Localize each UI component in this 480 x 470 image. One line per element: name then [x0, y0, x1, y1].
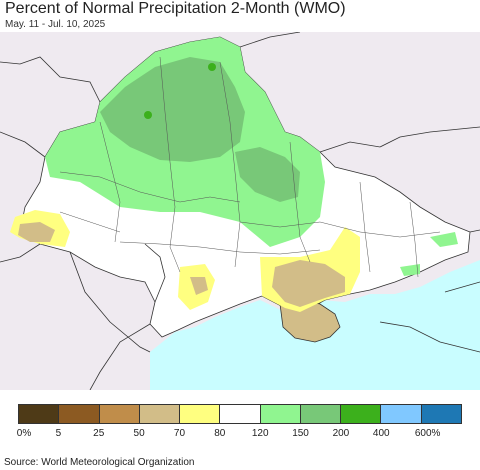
legend-swatch — [99, 405, 140, 423]
legend-swatch — [19, 405, 60, 423]
precipitation-map — [0, 32, 480, 390]
green-spot-2 — [144, 111, 152, 119]
green-spot-1 — [208, 63, 216, 71]
oblast-borders — [59, 56, 441, 278]
tan-area-southeast — [272, 260, 345, 307]
legend-swatch — [421, 405, 461, 423]
legend-tick-label: 120 — [251, 428, 269, 439]
green-area-east — [235, 147, 300, 202]
legend-swatch — [260, 405, 301, 423]
legend-tick-label: 5 — [55, 428, 62, 439]
green-area-core — [100, 57, 245, 162]
legend-swatch — [139, 405, 181, 423]
legend-swatch — [59, 405, 100, 423]
legend-tick-label: 25 — [93, 428, 105, 439]
tan-area-odesa — [190, 277, 208, 295]
legend-tick-label: 50 — [133, 428, 145, 439]
legend-swatch — [381, 405, 422, 423]
legend-tick-label: 80 — [214, 428, 226, 439]
legend-ticks: 0% 5 25 50 70 80 120 150 200 400 600% — [0, 428, 480, 442]
country-borders — [0, 32, 480, 390]
legend-tick-label: 0% — [16, 428, 32, 439]
legend-tick-label: 400 — [372, 428, 390, 439]
tan-area-southwest — [18, 222, 55, 242]
legend-tick-label: 200 — [332, 428, 350, 439]
legend-swatch — [341, 405, 382, 423]
legend-swatch — [300, 405, 342, 423]
date-range: May. 11 - Jul. 10, 2025 — [5, 19, 106, 30]
green-area-donbas — [430, 232, 458, 247]
legend-tick-label: 70 — [173, 428, 186, 439]
color-legend — [18, 404, 462, 424]
green-area-azov — [400, 264, 420, 276]
map-title: Percent of Normal Precipitation 2-Month … — [5, 0, 346, 17]
legend-swatch — [180, 405, 221, 423]
legend-swatch — [220, 405, 261, 423]
legend-tick-label: 150 — [292, 428, 309, 439]
source-credit: Source: World Meteorological Organizatio… — [4, 457, 195, 468]
legend-tick-label: 600% — [414, 428, 441, 439]
